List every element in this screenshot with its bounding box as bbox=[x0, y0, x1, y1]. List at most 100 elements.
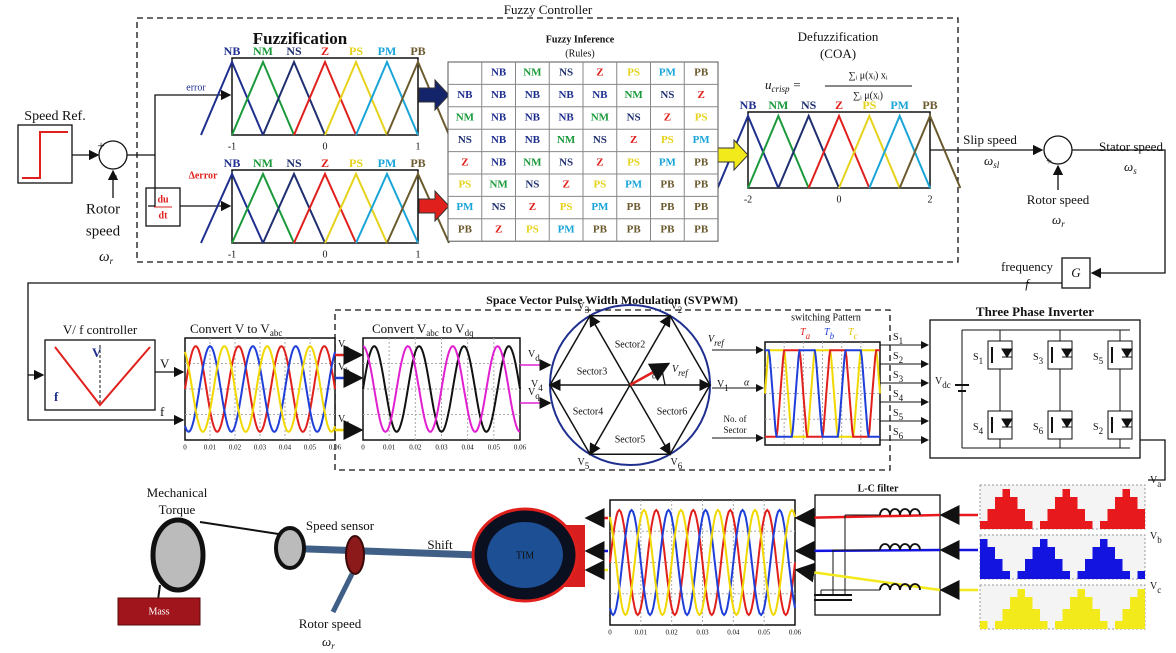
convert-sub: abc bbox=[426, 328, 439, 338]
plot-tick: 0.03 bbox=[696, 629, 709, 637]
omega-symbol: ω bbox=[99, 249, 110, 265]
defuzz-subtitle: (COA) bbox=[820, 46, 856, 61]
phase-label-subscript: a bbox=[345, 343, 349, 353]
table-cell: PM bbox=[659, 156, 677, 168]
table-cell: PM bbox=[456, 201, 474, 213]
set-label: PB bbox=[922, 98, 937, 112]
vdc-label: Vdc bbox=[935, 376, 951, 390]
table-cell: NS bbox=[559, 67, 573, 79]
phase-label: Va bbox=[338, 339, 349, 353]
mf-tick: 0 bbox=[323, 249, 328, 260]
table-cell: PB bbox=[694, 156, 709, 168]
membership-function bbox=[263, 62, 325, 135]
switch-label: S2 bbox=[1093, 422, 1103, 436]
rotor-label: Rotor bbox=[86, 201, 120, 217]
set-label: PM bbox=[378, 44, 397, 58]
table-cell: Z bbox=[562, 179, 569, 191]
f-out: f bbox=[160, 404, 165, 419]
table-cell: PM bbox=[558, 224, 576, 236]
table-cell: PB bbox=[660, 201, 675, 213]
plot-tick: 0.05 bbox=[488, 444, 501, 452]
set-label: NS bbox=[286, 156, 302, 170]
table-cell: Z bbox=[529, 201, 536, 213]
inference-title: Fuzzy Inference bbox=[546, 34, 615, 45]
vector-label: V6 bbox=[671, 457, 683, 471]
table-cell: NM bbox=[489, 179, 508, 191]
set-label: NB bbox=[224, 156, 241, 170]
table-cell: PB bbox=[458, 224, 473, 236]
diagram: Fuzzy Controller Fuzzification error Δer… bbox=[0, 0, 1176, 653]
table-cell: NM bbox=[557, 134, 576, 146]
vdc-label-subscript: dc bbox=[942, 380, 951, 390]
table-cell: NM bbox=[591, 112, 610, 124]
plot-tick: 0.05 bbox=[758, 629, 771, 637]
set-label: PM bbox=[378, 156, 397, 170]
mass: Mass bbox=[148, 606, 169, 617]
set-label: PS bbox=[862, 98, 876, 112]
formula-eq: = bbox=[793, 77, 802, 92]
plot-tick: 0.04 bbox=[727, 629, 740, 637]
inference-subtitle: (Rules) bbox=[565, 48, 594, 59]
mf-tick: -1 bbox=[228, 249, 236, 260]
sector-label: Sector5 bbox=[615, 434, 646, 445]
switch-label-subscript: 3 bbox=[899, 374, 904, 384]
membership-function bbox=[294, 62, 356, 135]
table-cell: PM bbox=[625, 179, 643, 191]
switch-label: S5 bbox=[893, 408, 904, 422]
vector-label: V5 bbox=[578, 457, 590, 471]
plot-tick: 0 bbox=[183, 444, 187, 452]
sector-label: Sector3 bbox=[577, 366, 608, 377]
set-label: Z bbox=[321, 44, 329, 58]
vf-curve bbox=[55, 347, 150, 405]
vector-label: V1 bbox=[717, 379, 729, 393]
big-arrow bbox=[419, 80, 449, 110]
set-label: NS bbox=[801, 98, 817, 112]
error-label: error bbox=[186, 82, 206, 93]
table-cell: NB bbox=[525, 112, 541, 124]
vector-label-subscript: 2 bbox=[678, 305, 683, 315]
table-cell: PB bbox=[694, 67, 709, 79]
mf-tick: 1 bbox=[416, 249, 421, 260]
defuzz-title: Defuzzification bbox=[798, 29, 879, 44]
speed-sensor: Speed sensor bbox=[306, 518, 375, 533]
membership-function bbox=[748, 116, 809, 188]
membership-function bbox=[232, 174, 294, 243]
plot-tick: 0.01 bbox=[204, 444, 217, 452]
switch-label-subscript: 5 bbox=[899, 412, 904, 422]
table-cell: PB bbox=[660, 224, 675, 236]
switch-label: S4 bbox=[893, 389, 904, 403]
sector-label: Sector4 bbox=[573, 406, 604, 417]
speed-label: speed bbox=[86, 223, 121, 239]
shift: Shift bbox=[427, 537, 453, 552]
table-cell: PS bbox=[593, 179, 606, 191]
time-label: Tc bbox=[848, 327, 858, 341]
membership-function bbox=[809, 116, 870, 188]
plus: + bbox=[97, 138, 104, 153]
table-cell: PS bbox=[458, 179, 471, 191]
omega-symbol: ω bbox=[1124, 159, 1133, 174]
mf-tick: 1 bbox=[416, 141, 421, 152]
membership-function bbox=[839, 116, 900, 188]
vref-label: Vref bbox=[672, 364, 689, 378]
formula-lhs: ucrisp= bbox=[765, 77, 801, 94]
phase-label: Vb bbox=[338, 362, 350, 376]
vector-label-subscript: 6 bbox=[678, 461, 683, 471]
table-cell: PM bbox=[591, 201, 609, 213]
table-cell: NS bbox=[593, 134, 607, 146]
table-cell: NM bbox=[624, 89, 643, 101]
table-cell: Z bbox=[697, 89, 704, 101]
switching-title: switching Pattern bbox=[791, 312, 861, 323]
switch-label: S2 bbox=[893, 351, 903, 365]
table-cell: PM bbox=[693, 134, 711, 146]
vf-title: V/ f controller bbox=[63, 322, 138, 337]
omega: ωr bbox=[1052, 212, 1065, 229]
membership-function bbox=[325, 174, 387, 243]
vref-label: Vref bbox=[708, 334, 725, 348]
switch-label: S6 bbox=[893, 427, 904, 441]
table-cell: NB bbox=[558, 112, 574, 124]
omega-subscript: r bbox=[110, 256, 114, 266]
table-cell: NB bbox=[592, 89, 608, 101]
convert-dq: Convert Vabc to Vdq bbox=[372, 321, 474, 338]
table-cell: NM bbox=[523, 156, 542, 168]
set-label: NB bbox=[740, 98, 757, 112]
